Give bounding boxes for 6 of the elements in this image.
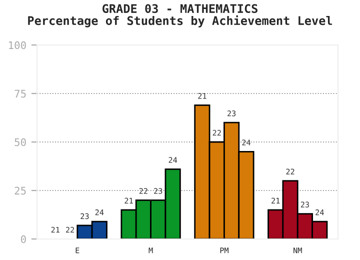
- y-tick-label: 75: [14, 90, 26, 98]
- y-tick-label: 25: [14, 186, 26, 195]
- y-tick-label: 100: [9, 41, 26, 50]
- y-tick-label: 50: [14, 138, 26, 146]
- chart-title: GRADE 03 - MATHEMATICS Percentage of Students by Achievement Level: [28, 4, 332, 28]
- y-tick-label: 0: [20, 235, 26, 244]
